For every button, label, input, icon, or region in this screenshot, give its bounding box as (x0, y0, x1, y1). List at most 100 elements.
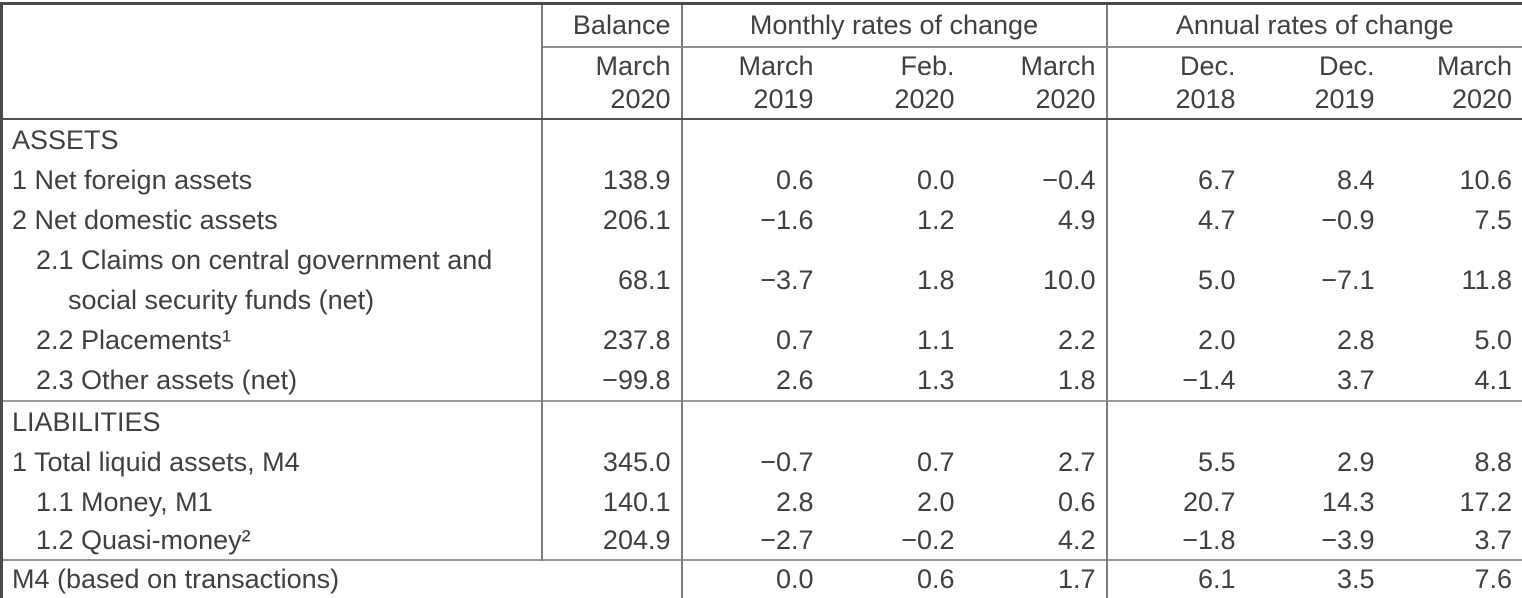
cell-annual-2: 14.3 (1321, 486, 1375, 517)
cell-monthly-1: 0.6 (775, 164, 814, 195)
cell-annual-1: 4.7 (1197, 204, 1236, 235)
cell-monthly-3: 1.8 (964, 360, 1108, 401)
cell-balance: 206.1 (541, 200, 683, 240)
cell-monthly-1: −3.7 (760, 264, 814, 295)
empty-cell (681, 400, 1108, 442)
col-header-balance-march-2020: March 2020 (541, 47, 683, 120)
header-group-row: Balance Monthly rates of change Annual r… (1, 3, 1522, 120)
cell-balance: 68.1 (541, 240, 683, 320)
cell-annual-2: 2.8 (1336, 324, 1375, 355)
row-label: M4 (based on transactions) (1, 559, 683, 598)
header-line: March (1437, 51, 1513, 81)
cell-monthly-3: 4.9 (964, 200, 1108, 240)
cell-annual-2: 2.9 (1336, 446, 1375, 477)
table-header: Balance Monthly rates of change Annual r… (1, 3, 1522, 120)
cell-annual-2: 3.5 (1245, 559, 1385, 598)
cell-monthly-2: 1.2 (916, 204, 955, 235)
empty-cell (541, 400, 683, 442)
cell-monthly-3: 1.7 (964, 559, 1108, 598)
header-line: March (1020, 51, 1096, 81)
cell-monthly-1: −1.6 (760, 204, 814, 235)
empty-cell (541, 119, 683, 160)
cell-annual-2: 3.7 (1336, 364, 1375, 395)
cell-monthly-2: 1.8 (916, 264, 955, 295)
cell-balance: 138.9 (541, 160, 683, 200)
header-line: March (738, 51, 814, 81)
col-header-balance: Balance (541, 3, 683, 48)
cell-annual-3: 7.6 (1384, 559, 1522, 598)
row-quasi-money: 1.2 Quasi-money² 204.9 −2.7 −0.2 4.2 −1.… (1, 522, 1522, 560)
cell-annual-3: 7.5 (1474, 204, 1513, 235)
header-line: 2019 (753, 84, 814, 114)
row-net-foreign-assets: 1 Net foreign assets 138.9 0.6 0.0 −0.4 … (1, 160, 1522, 200)
cell-annual-1: 5.5 (1197, 446, 1236, 477)
row-total-liquid-assets-m4: 1 Total liquid assets, M4 345.0 −0.7 0.7… (1, 442, 1522, 482)
row-label: 1.2 Quasi-money² (1, 522, 543, 560)
col-header-annual-march-2020: March 2020 (1384, 47, 1522, 120)
header-sub-row: March 2020 March 2019 Feb. 2020 March 20… (2, 47, 1522, 120)
cell-annual-2: 8.4 (1336, 164, 1375, 195)
row-money-m1: 1.1 Money, M1 140.1 2.8 2.0 0.6 20.7 14.… (1, 482, 1522, 522)
cell-monthly-3: 2.7 (964, 442, 1108, 482)
cell-monthly-2: 0.6 (823, 559, 965, 598)
cell-balance: −99.8 (541, 360, 683, 401)
row-placements: 2.2 Placements¹ 237.8 0.7 1.1 2.2 2.0 2.… (1, 320, 1522, 360)
section-label: LIABILITIES (1, 400, 543, 442)
cell-monthly-2: 2.0 (916, 486, 955, 517)
cell-annual-3: 10.6 (1459, 164, 1513, 195)
cell-annual-2: −3.9 (1321, 525, 1375, 555)
cell-monthly-1: 0.7 (775, 324, 814, 355)
row-label: 1 Total liquid assets, M4 (1, 442, 543, 482)
corner-cell (1, 3, 543, 120)
row-label: 2.3 Other assets (net) (1, 360, 543, 401)
cell-balance: 237.8 (541, 320, 683, 360)
cell-monthly-1: 2.8 (775, 486, 814, 517)
cell-monthly-1: −2.7 (760, 525, 814, 555)
cell-monthly-1: 2.6 (775, 364, 814, 395)
cell-monthly-3: 2.2 (964, 320, 1108, 360)
row-m4-transactions: M4 (based on transactions) 0.0 0.6 1.7 6… (1, 559, 1522, 598)
header-line: Dec. (1318, 51, 1375, 81)
header-line: Dec. (1179, 51, 1236, 81)
cell-balance: 204.9 (541, 522, 683, 560)
cell-annual-1: −1.4 (1182, 364, 1236, 395)
col-group-monthly-rates: Monthly rates of change (681, 3, 1108, 48)
row-label: 2 Net domestic assets (1, 200, 543, 240)
col-group-annual-rates: Annual rates of change (1106, 3, 1522, 48)
row-label: 2.1 Claims on central government and soc… (1, 240, 543, 320)
cell-monthly-3: 0.6 (964, 482, 1108, 522)
header-line: Feb. (900, 51, 955, 81)
cell-monthly-1: 0.0 (681, 559, 824, 598)
row-assets-section: ASSETS (1, 119, 1522, 160)
col-header-monthly-feb-2020: Feb. 2020 (823, 47, 965, 120)
empty-cell (681, 119, 1108, 160)
header-line: 2020 (1035, 84, 1096, 114)
cell-monthly-3: 4.2 (964, 522, 1108, 560)
row-label: 1.1 Money, M1 (1, 482, 543, 522)
row-label: 2.2 Placements¹ (1, 320, 543, 360)
row-liabilities-section: LIABILITIES (1, 400, 1522, 442)
cell-monthly-2: 0.7 (916, 446, 955, 477)
cell-annual-3: 4.1 (1474, 364, 1513, 395)
col-header-annual-dec-2018: Dec. 2018 (1106, 47, 1246, 120)
cell-monthly-2: −0.2 (901, 525, 955, 555)
cell-monthly-2: 1.1 (916, 324, 955, 355)
row-other-assets: 2.3 Other assets (net) −99.8 2.6 1.3 1.8… (1, 360, 1522, 401)
header-line: 2020 (1451, 84, 1513, 114)
cell-annual-1: 20.7 (1182, 486, 1236, 517)
col-header-monthly-march-2019: March 2019 (681, 47, 824, 120)
header-line: 2018 (1175, 84, 1236, 114)
empty-cell (1107, 119, 1522, 160)
cell-monthly-3: −0.4 (964, 160, 1108, 200)
cell-annual-1: 6.1 (1106, 559, 1246, 598)
cell-annual-2: −0.9 (1321, 204, 1375, 235)
row-label-line-2: social security funds (net) (68, 285, 375, 315)
cell-annual-1: 6.7 (1197, 164, 1236, 195)
row-label: 1 Net foreign assets (1, 160, 543, 200)
row-label-line-1: 2.1 Claims on central government and (36, 245, 493, 275)
empty-cell (1106, 400, 1522, 442)
cell-annual-3: 17.2 (1459, 486, 1513, 517)
cell-annual-1: −1.8 (1182, 525, 1236, 555)
